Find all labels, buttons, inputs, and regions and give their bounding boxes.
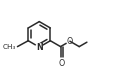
Text: O: O [58, 59, 65, 68]
Text: CH₃: CH₃ [3, 44, 16, 50]
Text: O: O [67, 37, 73, 46]
Circle shape [67, 38, 73, 44]
Text: N: N [36, 43, 43, 52]
Circle shape [36, 44, 43, 51]
